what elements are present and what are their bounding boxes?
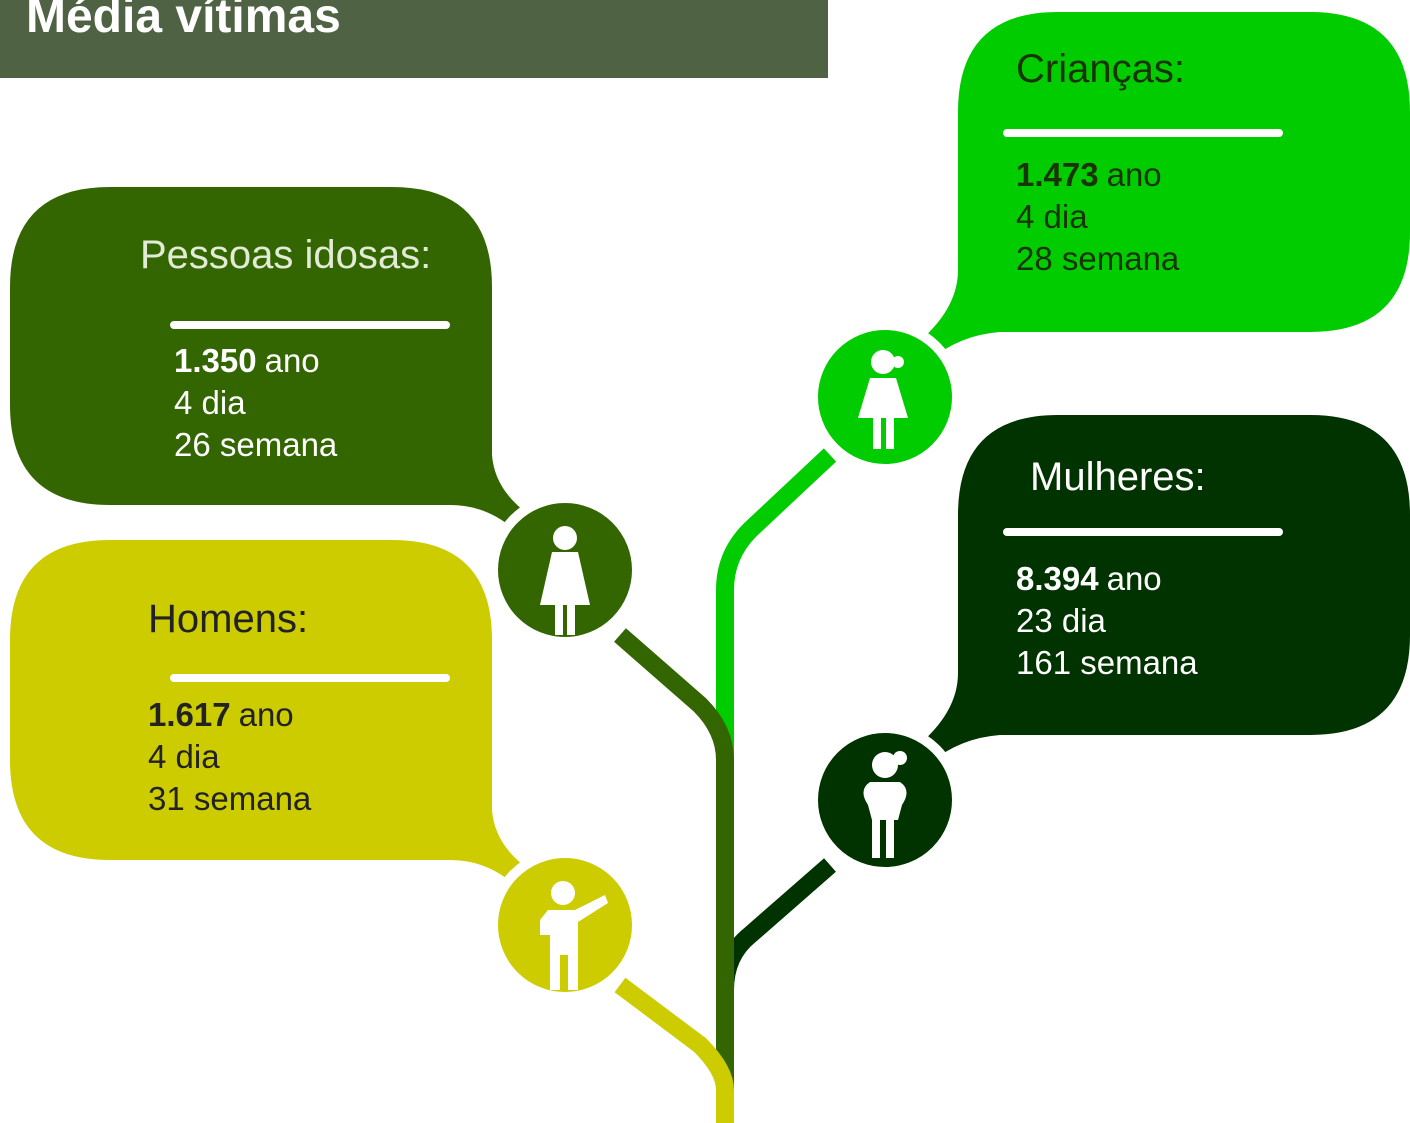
icon-elderly <box>540 526 590 635</box>
stem <box>716 858 836 1123</box>
stat-line: 23 dia <box>1016 602 1107 639</box>
stat-line: 161 semana <box>1016 644 1198 681</box>
stem <box>614 628 734 1123</box>
group-label: Mulheres: <box>1030 455 1206 499</box>
stat-line: 4 dia <box>174 384 246 421</box>
title-bar <box>0 0 828 78</box>
icon-woman <box>863 751 907 858</box>
stat-line: 8.394 ano <box>1016 560 1162 597</box>
stat-line: 26 semana <box>174 426 338 463</box>
divider <box>1003 528 1283 536</box>
stat-value: 1.473 <box>1016 156 1099 193</box>
stat-value: 8.394 <box>1016 560 1099 597</box>
stat-line: 4 dia <box>1016 198 1088 235</box>
stat-line: 1.617 ano <box>148 696 294 733</box>
icon-girl <box>858 350 908 449</box>
title: Média vítimas <box>26 0 341 43</box>
stems <box>614 448 837 1123</box>
stat-line: 1.473 ano <box>1016 156 1162 193</box>
stat-line: 4 dia <box>148 738 220 775</box>
stem <box>716 448 837 760</box>
group-label: Pessoas idosas: <box>140 233 431 277</box>
icon-man <box>540 881 608 990</box>
divider <box>170 321 450 329</box>
bubble <box>915 415 1410 763</box>
stat-value: 1.350 <box>174 342 257 379</box>
bubble <box>10 540 540 890</box>
group-label: Homens: <box>148 597 308 641</box>
stat-line: 1.350 ano <box>174 342 320 379</box>
stat-line: 31 semana <box>148 780 312 817</box>
stat-line: 28 semana <box>1016 240 1180 277</box>
bubble <box>915 12 1410 360</box>
stat-unit: ano <box>265 342 320 379</box>
stat-unit: ano <box>239 696 294 733</box>
bubble <box>10 187 540 535</box>
stat-value: 1.617 <box>148 696 231 733</box>
group-label: Crianças: <box>1016 47 1185 91</box>
stat-unit: ano <box>1107 560 1162 597</box>
stem <box>614 977 734 1123</box>
stat-unit: ano <box>1107 156 1162 193</box>
divider <box>1003 129 1283 137</box>
divider <box>170 674 450 682</box>
